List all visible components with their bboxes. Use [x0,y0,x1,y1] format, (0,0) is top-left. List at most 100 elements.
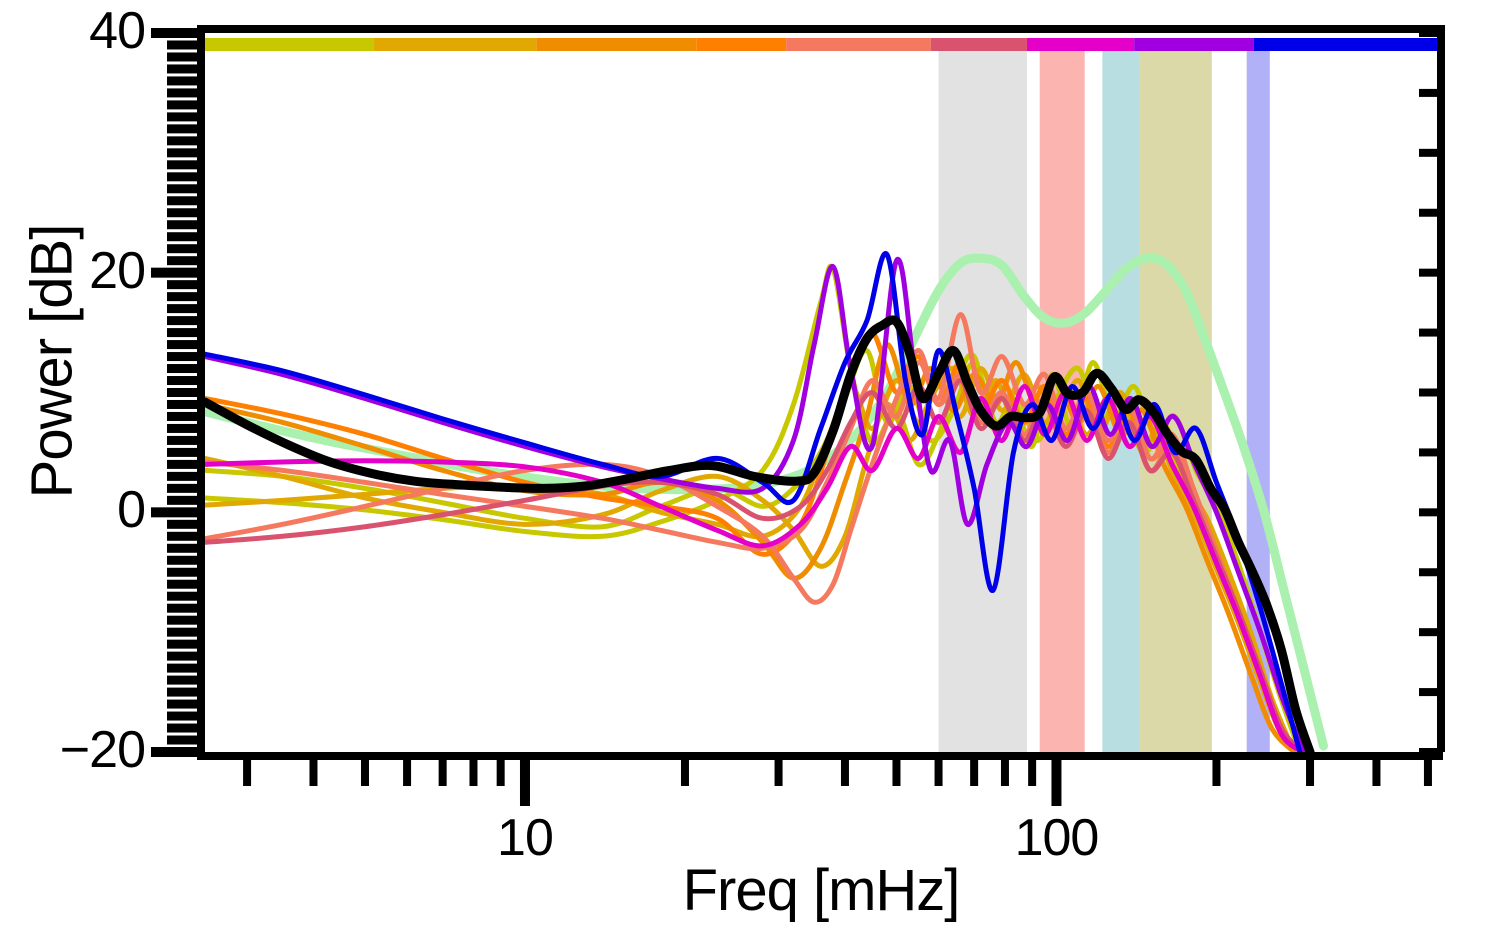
y-right-tick [1419,268,1437,277]
colorbar-segment-7 [1134,38,1254,51]
x-minor-tick [774,760,783,786]
x-major-tick [1051,760,1062,806]
x-minor-tick [360,760,369,786]
y-minor-tick [167,292,197,302]
y-minor-tick [167,687,197,697]
x-axis-line [197,752,1443,760]
x-minor-tick [1372,760,1381,786]
y-minor-tick [167,735,197,745]
y-minor-tick [167,447,197,457]
y-minor-tick [167,723,197,733]
x-minor-tick [243,760,252,786]
colorbar-segment-0 [205,38,375,51]
y-minor-tick [167,435,197,445]
y-right-tick [1419,448,1437,457]
y-tick-label-0: 0 [117,481,146,540]
x-axis-title: Freq [mHz] [682,858,961,923]
y-major-tick [151,267,197,278]
series-layer [205,251,1328,752]
y-minor-tick [167,340,197,350]
x-minor-tick [1306,760,1315,786]
x-minor-tick [680,760,689,786]
y-right-tick [1419,628,1437,637]
y-minor-tick [167,172,197,182]
x-minor-tick [496,760,505,786]
y-right-tick [1419,29,1437,37]
y-minor-tick [167,699,197,709]
y-minor-tick [167,160,197,170]
y-right-tick [1419,88,1437,97]
y-minor-tick [167,376,197,386]
y-minor-tick [167,651,197,661]
y-major-tick [151,28,197,38]
y-minor-tick [167,316,197,326]
y-minor-tick [167,567,197,577]
y-minor-tick [167,220,197,230]
y-right-tick [1419,388,1437,397]
y-minor-tick [167,112,197,122]
x-minor-tick [1028,760,1037,786]
y-minor-tick [167,459,197,469]
x-minor-tick [1423,760,1432,786]
x-minor-tick [469,760,478,786]
y-tick-label--20: −20 [59,721,146,779]
colorbar-segment-6 [1026,38,1135,51]
colorbar-segment-4 [786,38,931,51]
y-minor-tick [167,76,197,86]
y-tick-label-40: 40 [89,2,146,60]
y-right-tick [1419,748,1437,756]
y-minor-tick [167,232,197,242]
series-reference-smooth [205,253,1328,751]
y-minor-tick [167,304,197,314]
y-minor-tick [167,663,197,673]
colorbar-segment-1 [374,38,537,51]
plot-background [205,33,1437,752]
y-minor-tick [167,136,197,146]
y-minor-tick [167,399,197,409]
colorbar-segment-8 [1253,38,1437,51]
x-minor-tick [403,760,412,786]
x-minor-tick [892,760,901,786]
y-right-tick [1419,328,1437,337]
x-minor-tick [309,760,318,786]
y-minor-tick [167,615,197,625]
y-minor-tick [167,531,197,541]
y-minor-tick [167,52,197,62]
band-khaki [1139,51,1212,752]
colorbar-segment-3 [696,38,787,51]
y-minor-tick [167,483,197,493]
y-minor-tick [167,148,197,158]
y-minor-tick [167,100,197,110]
y-right-tick [1419,688,1437,697]
colorbar-segment-5 [930,38,1027,51]
y-minor-tick [167,411,197,421]
y-minor-tick [167,40,197,50]
y-minor-tick [167,579,197,589]
series-mean-spectrum [205,315,1315,752]
y-right-tick [1419,508,1437,517]
y-minor-tick [167,519,197,529]
x-major-tick [519,760,530,806]
x-tick-label-10: 10 [497,809,554,867]
y-minor-tick [167,555,197,565]
y-minor-tick [167,543,197,553]
y-minor-tick [167,591,197,601]
series-spectrum-blue-1 [205,251,1303,752]
y-right-tick [1419,208,1437,217]
y-minor-tick [167,244,197,254]
y-minor-tick [167,352,197,362]
x-tick-label-100: 100 [1014,809,1100,867]
y-major-tick [151,507,197,518]
y-minor-tick [167,328,197,338]
y-minor-tick [167,639,197,649]
y-minor-tick [167,388,197,397]
y-minor-tick [167,184,197,194]
y-minor-tick [167,364,197,374]
y-minor-tick [167,711,197,721]
y-minor-tick [167,495,197,505]
y-minor-tick [167,256,197,266]
y-minor-tick [167,88,197,98]
y-right-tick [1419,148,1437,157]
x-minor-tick [438,760,447,786]
